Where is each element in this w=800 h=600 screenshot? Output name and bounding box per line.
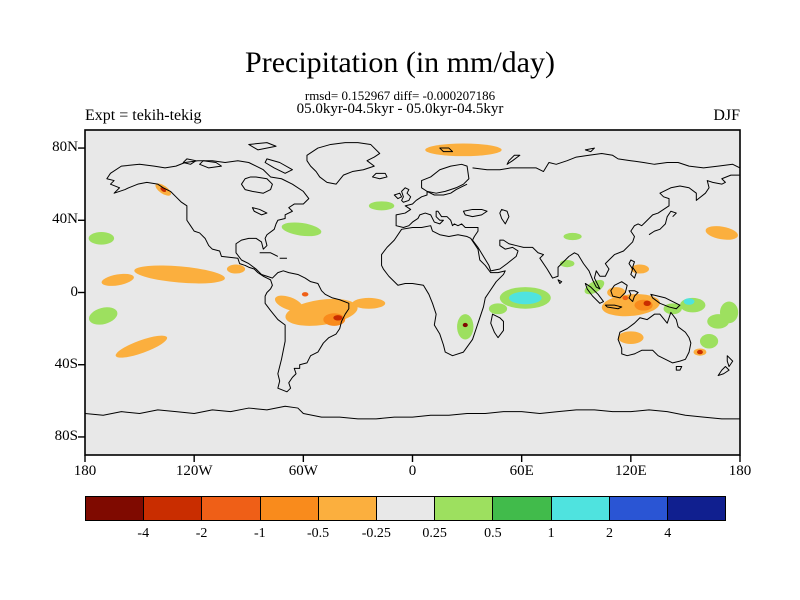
stats-line: rmsd= 0.152967 diff= -0.000207186 — [304, 88, 496, 103]
anomaly-region — [618, 331, 644, 344]
anomaly-region — [488, 303, 508, 315]
colorbar-tick-label: 2 — [605, 526, 613, 541]
coastline-japan — [649, 211, 676, 234]
coastline-europe-islands — [372, 173, 410, 202]
coastline-greenland — [307, 143, 380, 185]
coastline-scandinavia — [422, 164, 469, 193]
x-tick-label: 120E — [614, 463, 647, 479]
anomaly-region — [699, 334, 719, 349]
coastline-madagascar — [491, 314, 504, 337]
coastline-caribbean — [260, 253, 287, 258]
anomaly-region — [508, 291, 542, 305]
anomaly-region — [584, 279, 605, 295]
anomaly-region — [462, 322, 468, 328]
anomaly-region — [115, 335, 168, 358]
chart-title: Precipitation (in mm/day) — [245, 46, 555, 79]
colorbar-tick-label: 0.5 — [484, 526, 502, 541]
x-tick-label: 60E — [509, 463, 534, 479]
colorbar-tick-label: -0.25 — [361, 526, 391, 541]
x-tick-label: 180 — [73, 463, 97, 479]
colorbar-tick-label: -2 — [195, 526, 208, 541]
x-tick-label: 60W — [288, 463, 318, 479]
colorbar-segment — [609, 497, 668, 520]
colorbar-segment — [86, 497, 145, 520]
y-tick-label: 40N — [52, 211, 78, 228]
colorbar-segment — [435, 497, 494, 520]
anomaly-region — [368, 201, 395, 211]
colorbar-segment — [493, 497, 552, 520]
coastline-eurasia — [396, 175, 740, 289]
coastline-maritime-continent — [558, 260, 680, 309]
anomaly-region — [88, 307, 118, 325]
coastline-hudson-bay — [241, 177, 272, 193]
map-background — [85, 130, 740, 455]
anomaly-region — [281, 222, 322, 237]
anomaly-region — [301, 292, 309, 297]
colorbar-segment — [318, 497, 377, 520]
coastline-arctic-russia — [473, 153, 740, 171]
coastline-arctic-islands — [183, 143, 594, 174]
x-tick-label: 120W — [175, 463, 213, 479]
anomaly-region — [622, 295, 629, 301]
anomaly-region — [425, 143, 502, 157]
colorbar-tick-label: 4 — [664, 526, 672, 541]
anomaly-region — [634, 299, 653, 311]
x-tick-label: 0 — [408, 463, 417, 479]
colorbar-tick-label: 0.25 — [422, 526, 447, 541]
axis-tick-marks — [78, 147, 741, 462]
colorbar-segment — [551, 497, 610, 520]
colorbar-segment — [202, 497, 261, 520]
x-tick-label: 180 — [728, 463, 752, 479]
colorbar-segment — [144, 497, 203, 520]
anomaly-region — [683, 298, 695, 305]
anomaly-layer — [88, 143, 739, 358]
y-tick-label: 0 — [70, 283, 79, 300]
colorbar-tick-label: -4 — [137, 526, 150, 541]
period-line: 05.0kyr-04.5kyr - 05.0kyr-04.5kyr — [296, 101, 504, 117]
anomaly-region — [697, 349, 703, 355]
anomaly-region — [134, 265, 225, 284]
inland-seas — [252, 208, 509, 224]
anomaly-region — [352, 297, 386, 309]
anomaly-region — [663, 303, 682, 315]
anomaly-region — [333, 315, 343, 321]
colorbar-segment — [260, 497, 319, 520]
y-tick-label: 80S — [54, 427, 78, 444]
colorbar-segment — [667, 497, 726, 520]
coastline-antarctica — [85, 406, 740, 419]
colorbar-segment — [376, 497, 436, 520]
anomaly-region — [160, 187, 167, 192]
anomaly-region — [101, 273, 134, 286]
coastline-australia — [618, 312, 733, 375]
anomaly-region — [607, 287, 626, 298]
coastlines-layer — [85, 143, 740, 419]
colorbar-tick-label: -1 — [253, 526, 266, 541]
y-tick-label: 40S — [54, 355, 78, 372]
coastline-americas — [107, 161, 349, 392]
anomaly-region — [705, 226, 738, 240]
coastline-africa — [382, 226, 506, 356]
colorbar-tick-label: 1 — [547, 526, 555, 541]
anomaly-region — [601, 294, 660, 317]
colorbar — [85, 496, 726, 521]
anomaly-region — [563, 232, 582, 241]
anomaly-region — [88, 232, 115, 245]
experiment-label: Expt = tekih-tekig — [85, 107, 202, 124]
y-tick-label: 80N — [52, 139, 78, 156]
season-label: DJF — [713, 107, 740, 124]
anomaly-region — [719, 301, 739, 324]
colorbar-tick-label: -0.5 — [306, 526, 330, 541]
anomaly-region — [643, 300, 651, 307]
anomaly-region — [226, 264, 246, 274]
